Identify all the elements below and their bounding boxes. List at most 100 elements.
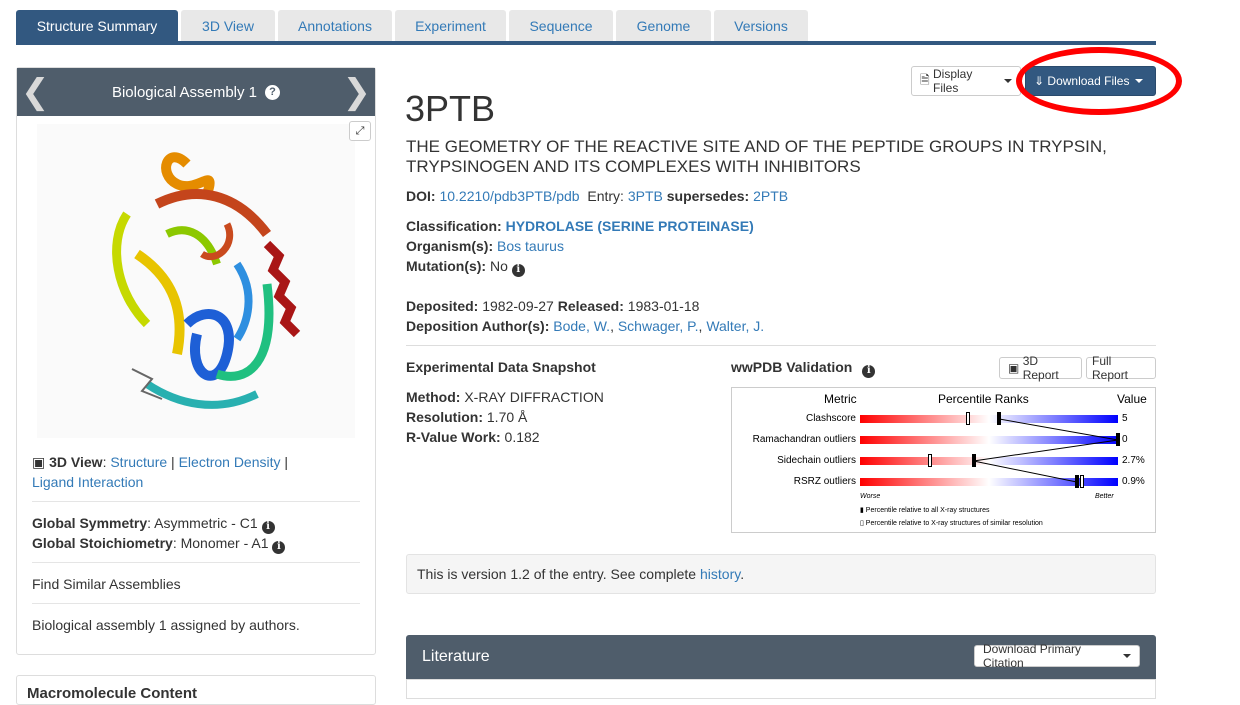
entry-id: 3PTB (405, 88, 496, 129)
similar-resolution-marker (966, 412, 971, 425)
doi-link[interactable]: 10.2210/pdb3PTB/pdb (439, 188, 580, 204)
find-similar-assemblies-link[interactable]: Find Similar Assemblies (32, 576, 181, 592)
metric-label: Sidechain outliers (777, 455, 856, 466)
deposited-label: Deposited: (406, 298, 479, 314)
better-label: Better (1095, 493, 1114, 500)
classification-row: Classification: HYDROLASE (SERINE PROTEI… (406, 216, 754, 236)
classification-link[interactable]: HYDROLASE (SERINE PROTEINASE) (505, 218, 754, 234)
tab-versions[interactable]: Versions (714, 10, 808, 42)
tab-structure-summary[interactable]: Structure Summary (16, 10, 178, 42)
connector-line (973, 418, 1119, 483)
next-arrow-icon[interactable]: ❯ (342, 73, 372, 111)
metric-label: Clashscore (805, 413, 856, 424)
authors-row: Deposition Author(s): Bode, W., Schwager… (406, 318, 765, 334)
entry-title: THE GEOMETRY OF THE REACTIVE SITE AND OF… (406, 137, 1107, 176)
divider (32, 501, 360, 502)
tab-genome[interactable]: Genome (616, 10, 711, 42)
global-stoich-value: : Monomer - A1 (172, 535, 269, 551)
view3d-label: 3D View (49, 454, 103, 470)
metric-value: 0.9% (1122, 476, 1145, 487)
protein-structure-image[interactable] (37, 124, 355, 438)
classification-label: Classification: (406, 218, 502, 234)
structure-link[interactable]: Structure (110, 454, 168, 470)
tab-3d-view[interactable]: 3D View (181, 10, 275, 42)
3d-report-button[interactable]: ▣ 3D Report (999, 354, 1082, 382)
method-label: Method: (406, 389, 461, 405)
organism-row: Organism(s): Bos taurus (406, 236, 564, 256)
col-value: Value (1117, 392, 1147, 406)
literature-body (406, 679, 1156, 699)
3d-report-label: 3D Report (1022, 354, 1059, 382)
percentile-bar (860, 415, 1118, 423)
doi-label: DOI: (406, 188, 436, 204)
metric-value: 5 (1122, 413, 1128, 424)
entry-label: Entry: (587, 188, 624, 204)
resolution-row: Resolution: 1.70 Å (406, 407, 527, 427)
assembly-header: ❮ Biological Assembly 1 ? ❯ (17, 68, 375, 116)
cube-icon: ▣ (32, 454, 46, 470)
all-structures-marker (997, 412, 1002, 425)
highlight-ellipse (1016, 47, 1182, 115)
prev-arrow-icon[interactable]: ❮ (21, 73, 50, 111)
experimental-heading: Experimental Data Snapshot (406, 359, 596, 375)
doi-row: DOI: 10.2210/pdb3PTB/pdb Entry: 3PTB sup… (406, 186, 788, 206)
assembly-title: Biological Assembly 1 (111, 83, 258, 101)
macromolecule-heading: Macromolecule Content (27, 685, 198, 702)
global-stoichiometry: Global Stoichiometry: Monomer - A1 i (32, 533, 286, 554)
download-citation-label: Download Primary Citation (983, 642, 1082, 670)
dates-row: Deposited: 1982-09-27 Released: 1983-01-… (406, 296, 699, 316)
literature-header: Literature Download Primary Citation (406, 635, 1156, 679)
history-link[interactable]: history (700, 566, 741, 582)
validation-heading-label: wwPDB Validation (731, 359, 853, 375)
validation-chart[interactable]: Metric Percentile Ranks Value Clashscore… (731, 387, 1156, 533)
info-icon[interactable]: i (261, 520, 275, 534)
author-link[interactable]: Schwager, P. (617, 318, 699, 334)
released-value: 1983-01-18 (627, 298, 700, 314)
caret-down-icon (1123, 654, 1131, 658)
display-files-button[interactable]: 🗎 Display Files (911, 66, 1021, 96)
legend-sim-text: Percentile relative to X-ray structures … (865, 520, 1043, 527)
entry-link[interactable]: 3PTB (627, 188, 663, 204)
version-text: This is version 1.2 of the entry. See co… (417, 566, 700, 582)
info-icon[interactable]: i (862, 364, 876, 378)
author-link[interactable]: Bode, W. (553, 318, 611, 334)
organism-label: Organism(s): (406, 238, 494, 254)
mutation-label: Mutation(s): (406, 258, 487, 274)
percentile-bar (860, 457, 1118, 465)
author-link[interactable]: Walter, J. (706, 318, 765, 334)
info-icon[interactable]: i (511, 263, 525, 277)
mutation-row: Mutation(s): No i (406, 256, 525, 277)
help-icon[interactable]: ? (265, 84, 281, 100)
full-report-button[interactable]: Full Report (1086, 354, 1156, 382)
ligand-interaction-link[interactable]: Ligand Interaction (32, 474, 144, 490)
supersedes-link[interactable]: 2PTB (753, 188, 789, 204)
info-icon[interactable]: i (272, 540, 286, 554)
tab-annotations[interactable]: Annotations (278, 10, 392, 42)
tabs-underline (16, 41, 1156, 45)
authors-label: Deposition Author(s): (406, 318, 550, 334)
expand-button[interactable]: ⤢ (349, 121, 371, 141)
percentile-bar (860, 478, 1118, 486)
col-percentile: Percentile Ranks (938, 392, 1029, 406)
version-box: This is version 1.2 of the entry. See co… (406, 554, 1156, 594)
col-metric: Metric (824, 392, 857, 406)
global-symmetry-label: Global Symmetry (32, 515, 148, 531)
assembly-panel: ❮ Biological Assembly 1 ? ❯ ⤢ ▣ 3D View:… (16, 67, 376, 655)
similar-resolution-marker (1079, 475, 1084, 488)
deposited-value: 1982-09-27 (482, 298, 554, 314)
validation-heading: wwPDB Validation i (731, 357, 876, 378)
global-symmetry: Global Symmetry: Asymmetric - C1 i (32, 513, 275, 534)
electron-density-link[interactable]: Electron Density (178, 454, 281, 470)
global-symmetry-value: : Asymmetric - C1 (147, 515, 258, 531)
supersedes-label: supersedes: (666, 188, 750, 204)
file-icon: 🗎 (920, 72, 930, 87)
percentile-bar (860, 436, 1118, 444)
resolution-label: Resolution: (406, 409, 483, 425)
macromolecule-panel: Macromolecule Content (16, 675, 376, 705)
organism-link[interactable]: Bos taurus (497, 238, 564, 254)
download-primary-citation-button[interactable]: Download Primary Citation (974, 642, 1140, 670)
metric-label: Ramachandran outliers (752, 434, 856, 445)
tab-experiment[interactable]: Experiment (395, 10, 506, 42)
divider (406, 345, 1156, 346)
tab-sequence[interactable]: Sequence (509, 10, 613, 42)
